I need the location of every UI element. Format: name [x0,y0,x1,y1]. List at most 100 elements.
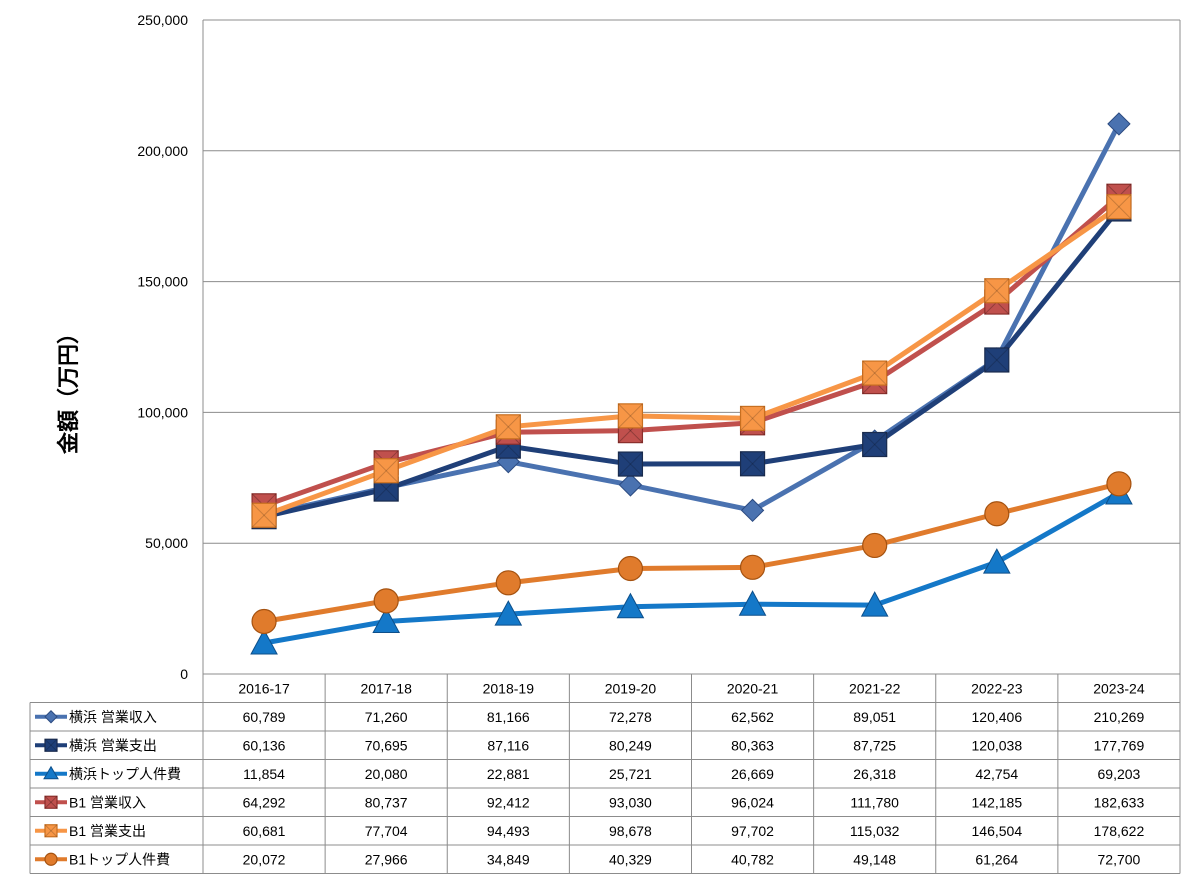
series-5-line [261,204,1122,518]
y-tick-label: 150,000 [137,274,188,290]
data-cell: 26,318 [853,766,896,782]
data-cell: 40,329 [609,851,652,867]
data-cell: 27,966 [365,851,408,867]
series-6-point [739,554,766,580]
legend-label: B1 営業支出 [69,823,146,839]
data-cell: 70,695 [365,737,408,753]
y-axis-label: 金額（万円） [56,322,82,455]
series-5-point [984,278,1010,304]
data-cell: 94,493 [487,823,530,839]
data-cell: 89,051 [853,709,896,725]
series-3-line [261,490,1122,646]
series-2-point [862,431,888,458]
data-cell: 178,622 [1094,823,1145,839]
data-cell: 182,633 [1094,794,1145,810]
data-cell: 64,292 [243,794,286,810]
x-tick-label: 2020-21 [727,680,779,696]
series-5-point [617,403,644,429]
x-tick-label: 2018-19 [483,680,535,696]
data-cell: 60,136 [243,737,286,753]
series-1-point [1107,112,1131,136]
series-5-point [862,360,888,386]
data-cell: 115,032 [850,823,900,839]
x-tick-label: 2017-18 [360,680,412,696]
series-6-point [984,501,1010,527]
data-cell: 81,166 [487,709,530,725]
series-6-point [1106,471,1132,497]
data-cell: 25,721 [609,766,652,782]
series-5-point [739,405,766,432]
data-cell: 98,678 [609,823,652,839]
data-cell: 80,249 [609,737,652,753]
data-cell: 120,038 [972,737,1023,753]
series-1-point [618,473,643,497]
series-markers [250,112,1133,655]
data-cell: 42,754 [975,766,1018,782]
series-3-point [616,592,645,619]
x-tick-label: 2019-20 [605,680,657,696]
data-cell: 72,700 [1098,851,1141,867]
series-2-point [617,451,644,477]
data-cell: 72,278 [609,709,652,725]
y-tick-label: 0 [180,666,188,682]
series-3-point [738,590,767,616]
series-6-line [261,481,1122,624]
series-4-line [261,193,1122,509]
data-cell: 62,562 [731,709,774,725]
data-cell: 96,024 [731,794,774,810]
legend-key-marker [44,795,58,809]
series-3-point [372,607,401,633]
legend-key-marker [44,710,58,724]
x-tick-label: 2022-23 [971,680,1023,696]
data-cell: 77,704 [365,823,408,839]
series-6-point [495,570,521,596]
data-cell: 93,030 [609,794,652,810]
data-cell: 87,725 [853,737,896,753]
series-2-line [261,206,1122,520]
data-cell: 92,412 [487,794,530,810]
x-tick-label: 2016-17 [238,680,290,696]
series-5-point [251,502,277,528]
legend-label: B1トップ人件費 [69,851,170,867]
data-cell: 142,185 [972,794,1023,810]
series-3-point [982,548,1011,574]
legend-label: B1 営業収入 [69,794,146,810]
data-cell: 120,406 [972,709,1023,725]
y-tick-label: 50,000 [145,535,188,551]
data-cell: 22,881 [487,766,530,782]
series-6-point [251,608,277,635]
series-2-point [739,451,766,477]
y-tick-label: 100,000 [137,404,188,420]
legend-key-marker [44,824,58,838]
series-5-point [373,458,399,484]
data-cell: 87,116 [487,737,529,753]
legend-key-marker [43,765,59,780]
series-3-point [250,628,278,655]
y-tick-label: 200,000 [137,143,188,159]
data-cell: 177,769 [1094,737,1145,753]
series-3-point [494,600,523,626]
data-cell: 69,203 [1098,766,1141,782]
series-1-point [740,498,765,523]
data-cell: 60,789 [243,709,286,725]
series-6-point [862,532,888,559]
data-cell: 26,669 [731,766,774,782]
series-5-point [495,414,521,440]
data-cell: 210,269 [1094,709,1145,725]
series-6-point [373,588,399,614]
data-table: 2016-17 2017-18 2018-19 2019-20 2020-21 2021-… [29,673,1181,874]
data-cell: 80,363 [731,737,774,753]
series-lines [261,121,1122,646]
data-cell: 40,782 [731,851,774,867]
data-cell: 61,264 [975,851,1018,867]
legend-key-marker [44,738,58,752]
series-6-point [617,555,644,582]
data-cell: 49,148 [853,851,896,867]
data-cell: 80,737 [365,794,408,810]
x-tick-label: 2021-22 [849,680,901,696]
data-cell: 111,780 [850,794,899,810]
data-cell: 71,260 [365,709,408,725]
y-axis-ticks: 0 50,000 100,000 150,000 200,000 250,000 [137,12,188,682]
legend-label: 横浜 営業収入 [69,709,157,725]
